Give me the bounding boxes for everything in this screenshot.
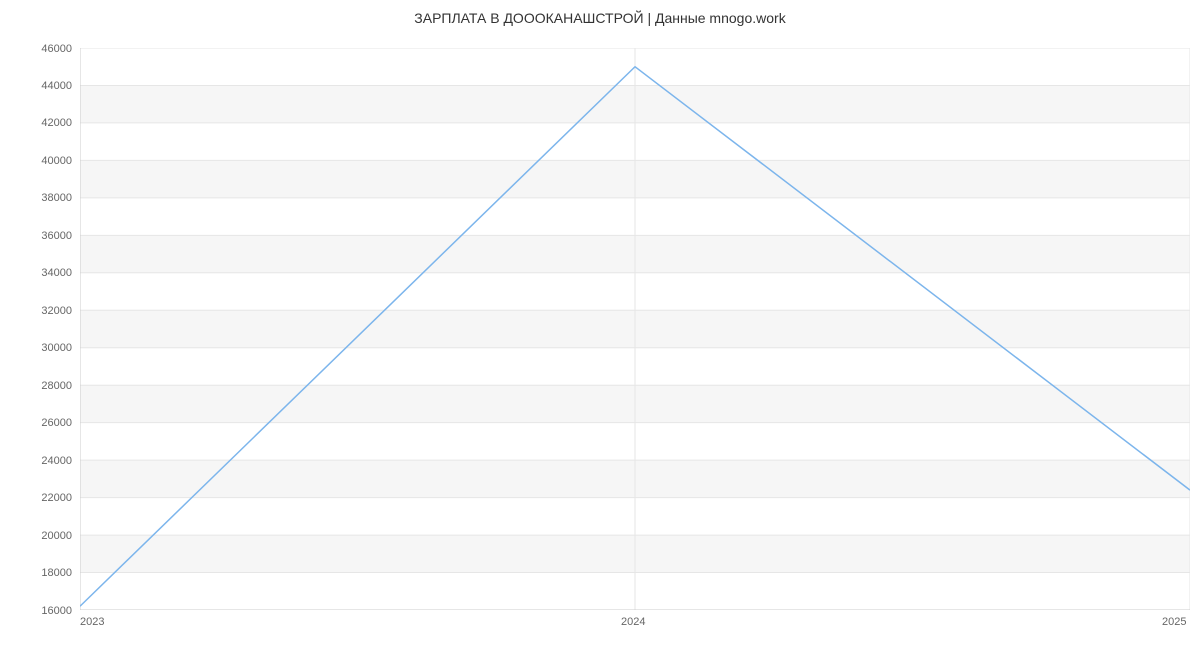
plot-area xyxy=(80,48,1190,610)
chart-title: ЗАРПЛАТА В ДОООКАНАШСТРОЙ | Данные mnogo… xyxy=(0,10,1200,26)
y-axis-tick-label: 26000 xyxy=(41,417,72,429)
y-axis-tick-label: 34000 xyxy=(41,267,72,279)
x-axis-tick-label: 2023 xyxy=(80,616,104,628)
x-axis-tick-label: 2025 xyxy=(1162,616,1186,628)
y-axis-tick-label: 28000 xyxy=(41,380,72,392)
y-axis-tick-label: 24000 xyxy=(41,455,72,467)
y-axis-tick-label: 16000 xyxy=(41,605,72,617)
y-axis-tick-label: 22000 xyxy=(41,492,72,504)
y-axis-tick-label: 32000 xyxy=(41,305,72,317)
y-axis-tick-label: 18000 xyxy=(41,567,72,579)
y-axis-tick-label: 40000 xyxy=(41,155,72,167)
y-axis-tick-label: 46000 xyxy=(41,43,72,55)
y-axis-tick-label: 42000 xyxy=(41,117,72,129)
salary-chart: ЗАРПЛАТА В ДОООКАНАШСТРОЙ | Данные mnogo… xyxy=(0,0,1200,650)
x-axis-tick-label: 2024 xyxy=(621,616,645,628)
y-axis-tick-label: 36000 xyxy=(41,230,72,242)
y-axis-tick-label: 44000 xyxy=(41,80,72,92)
y-axis-tick-label: 30000 xyxy=(41,342,72,354)
y-axis-tick-label: 38000 xyxy=(41,192,72,204)
y-axis-tick-label: 20000 xyxy=(41,530,72,542)
